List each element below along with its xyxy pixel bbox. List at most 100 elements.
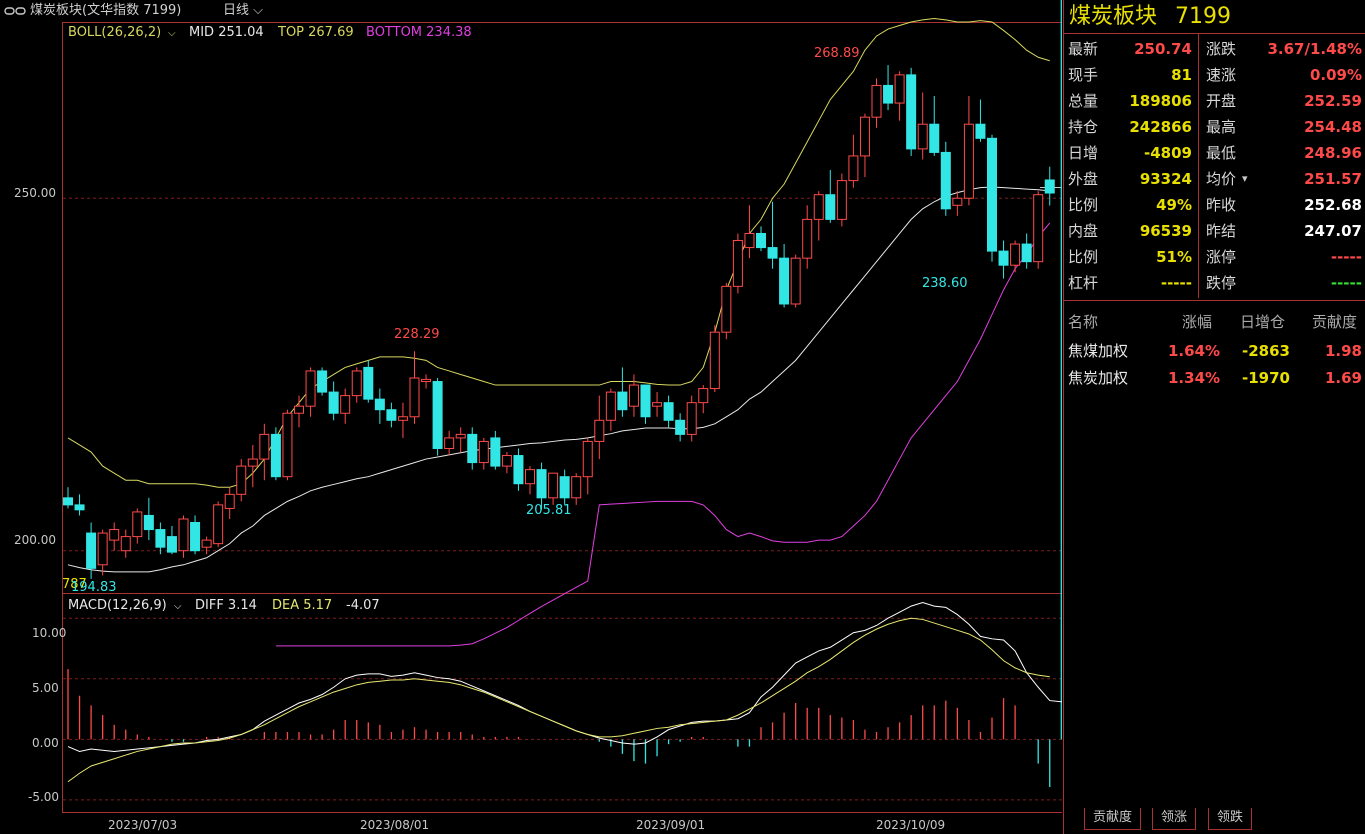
candle <box>132 508 143 544</box>
candle <box>571 473 582 505</box>
date-label: 2023/09/01 <box>636 818 705 832</box>
panel-title: 煤炭板块 <box>1069 4 1158 29</box>
period-selector[interactable]: 日线 ⌵ <box>223 0 263 22</box>
high-label-sep: 268.89 <box>814 46 860 61</box>
quote-row: 内盘 96539 <box>1064 218 1192 244</box>
rank-cell-name[interactable]: 焦炭加权 <box>1068 369 1129 387</box>
date-label: 2023/07/03 <box>108 818 177 832</box>
quote-row: 昨收 252.68 <box>1202 192 1362 218</box>
macd-indicator-label[interactable]: MACD(12,26,9) <box>68 598 167 613</box>
quote-label: 杠杆 <box>1068 274 1099 292</box>
link-icon[interactable] <box>4 5 26 17</box>
candle <box>756 226 766 252</box>
candle <box>109 522 120 551</box>
quote-value: 3.67/1.48% <box>1267 40 1362 58</box>
candle <box>305 367 316 417</box>
tab-contribution[interactable]: 贡献度 <box>1084 808 1142 830</box>
quote-label: 日增 <box>1068 144 1099 162</box>
kline-chart-area[interactable]: 250.00 200.00 10.00 5.00 0.00 -5.00 2023… <box>0 0 1062 834</box>
quote-label: 内盘 <box>1068 222 1099 240</box>
quote-label: 最高 <box>1206 118 1237 136</box>
quote-value: 93324 <box>1139 170 1192 188</box>
quote-divider <box>1198 34 1199 298</box>
rank-cell-oi: -2863 <box>1242 342 1290 360</box>
quote-row: 均价 251.57 ▾ <box>1202 166 1362 192</box>
candle <box>513 448 524 491</box>
section-divider <box>1064 300 1365 301</box>
candle <box>732 233 743 294</box>
quote-row: 杠杆 ----- <box>1064 270 1192 296</box>
candle <box>421 374 432 389</box>
candle <box>213 501 224 548</box>
chevron-down-icon: ⌵ <box>253 3 264 18</box>
candle <box>1010 240 1021 273</box>
macd-value: -4.07 <box>346 598 380 613</box>
quote-row: 总量 189806 <box>1064 88 1192 114</box>
macd-dropdown-icon[interactable]: ⌵ <box>174 601 182 612</box>
candle <box>363 360 374 403</box>
candle <box>963 96 974 206</box>
caret-down-icon[interactable]: ▾ <box>1242 172 1248 185</box>
boll-lower-line <box>275 222 1051 647</box>
candle <box>478 437 489 470</box>
candle <box>836 173 847 227</box>
rank-cell-contrib: 1.69 <box>1324 369 1362 387</box>
candle <box>536 462 547 510</box>
quote-value: 96539 <box>1139 222 1192 240</box>
boll-upper-line <box>67 17 1050 488</box>
quote-value: ----- <box>1330 274 1362 292</box>
instrument-title: 煤炭板块(文华指数 7199) <box>30 3 182 18</box>
macd-diff-line <box>67 601 1062 752</box>
quote-row: 跌停 ----- <box>1202 270 1362 296</box>
macd-tick-10: 10.00 <box>32 626 66 640</box>
quote-row: 最高 254.48 <box>1202 114 1362 140</box>
boll-mid-line <box>67 186 1050 573</box>
quote-label: 外盘 <box>1068 170 1099 188</box>
candle <box>859 113 870 178</box>
quote-row: 现手 81 <box>1064 62 1192 88</box>
macd-histogram <box>67 0 1062 788</box>
candle <box>74 494 85 516</box>
candle <box>294 395 304 428</box>
candle <box>1044 166 1055 206</box>
grid-lines <box>63 197 1062 801</box>
quote-label: 跌停 <box>1206 274 1237 292</box>
rank-cell-name[interactable]: 焦煤加权 <box>1068 342 1129 360</box>
quote-value: 189806 <box>1129 92 1192 110</box>
candle <box>663 395 674 428</box>
candle <box>628 374 639 417</box>
rank-header[interactable]: 贡献度 <box>1312 313 1358 331</box>
low-label-left-b: 194.83 <box>71 580 117 595</box>
candle <box>143 497 154 541</box>
quote-label: 比例 <box>1068 248 1099 266</box>
candle <box>432 377 443 456</box>
rank-header[interactable]: 涨幅 <box>1182 313 1213 331</box>
boll-bottom-value: BOTTOM 234.38 <box>366 25 472 40</box>
candle <box>467 427 478 470</box>
tab-top-losers[interactable]: 领跌 <box>1208 808 1253 830</box>
candle <box>386 402 397 428</box>
candle <box>86 522 97 579</box>
low-label-aug: 205.81 <box>526 503 572 518</box>
quote-panel: 煤炭板块 7199 最新 250.74 现手 81 总量 189806 持仓 242866 日增 -… <box>1063 0 1365 834</box>
candle <box>582 437 593 495</box>
candle <box>63 487 73 509</box>
candle <box>779 244 790 308</box>
quote-label: 均价 <box>1206 170 1237 188</box>
quote-label: 比例 <box>1068 196 1099 214</box>
candle <box>883 65 894 111</box>
quote-row: 比例 49% <box>1064 192 1192 218</box>
candle <box>767 201 778 269</box>
tab-top-gainers[interactable]: 领涨 <box>1152 808 1197 830</box>
quote-value: ----- <box>1160 274 1192 292</box>
rank-header[interactable]: 日增仓 <box>1240 313 1286 331</box>
candle <box>940 141 951 216</box>
boll-mid-value: MID 251.04 <box>189 25 264 40</box>
quote-label: 最新 <box>1068 40 1099 58</box>
candle <box>871 78 882 128</box>
quote-row: 持仓 242866 <box>1064 114 1192 140</box>
rank-header[interactable]: 名称 <box>1068 313 1099 331</box>
boll-dropdown-icon[interactable]: ⌵ <box>168 28 176 39</box>
boll-indicator-label[interactable]: BOLL(26,26,2) <box>68 25 161 40</box>
quote-row: 日增 -4809 <box>1064 140 1192 166</box>
